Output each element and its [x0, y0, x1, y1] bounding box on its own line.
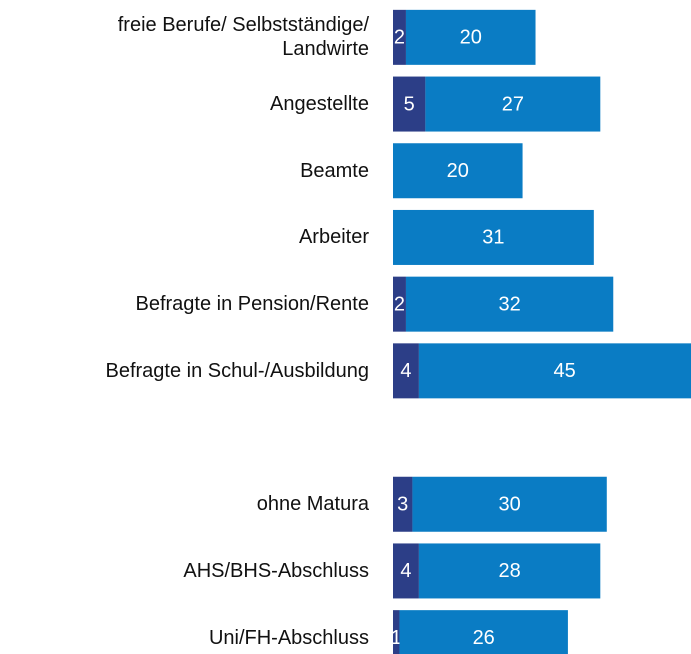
- value-label: 4: [400, 360, 411, 382]
- category-label: Beamte: [300, 159, 369, 182]
- value-label: 20: [460, 27, 482, 49]
- value-label: 45: [554, 360, 576, 382]
- category-label: ohne Matura: [256, 493, 369, 516]
- bar-segment: [405, 276, 614, 332]
- value-label: 26: [473, 627, 495, 649]
- category-label: Uni/FH-Abschluss: [208, 626, 369, 649]
- bar-segment: [405, 9, 536, 65]
- value-label: 20: [447, 160, 469, 182]
- value-label: 30: [498, 494, 520, 516]
- category-label: Befragte in Pension/Rente: [135, 293, 370, 316]
- category-label: Arbeiter: [298, 226, 369, 249]
- bar-segment: [393, 343, 419, 399]
- value-label: 2: [394, 293, 405, 315]
- bar-segment: [393, 209, 594, 265]
- value-label: 32: [498, 293, 520, 315]
- value-label: 1: [391, 627, 402, 649]
- bar-segment: [418, 543, 601, 599]
- value-label: 27: [502, 93, 524, 115]
- bar-segment: [393, 476, 413, 532]
- value-label: 5: [404, 93, 415, 115]
- bar-segment: [393, 543, 419, 599]
- bar-segment: [412, 476, 607, 532]
- value-label: 2: [394, 27, 405, 49]
- bar-segment: [425, 76, 601, 132]
- bar-segment: [393, 76, 426, 132]
- bar-segment: [393, 9, 406, 65]
- category-label: freie Berufe/ Selbstständige/ Landwirte: [117, 14, 369, 61]
- value-label: 4: [400, 560, 411, 582]
- value-label: 3: [397, 494, 408, 516]
- bar-segment: [399, 610, 568, 654]
- value-label: 28: [498, 560, 520, 582]
- value-label: 31: [482, 227, 504, 249]
- bar-segment: [393, 143, 523, 199]
- category-label: Angestellte: [270, 93, 369, 116]
- category-label: Befragte in Schul-/Ausbildung: [105, 359, 370, 382]
- category-label: AHS/BHS-Abschluss: [183, 559, 369, 582]
- bar-segment: [393, 610, 400, 654]
- bar-segment: [393, 276, 406, 332]
- bar-segment: [418, 343, 691, 399]
